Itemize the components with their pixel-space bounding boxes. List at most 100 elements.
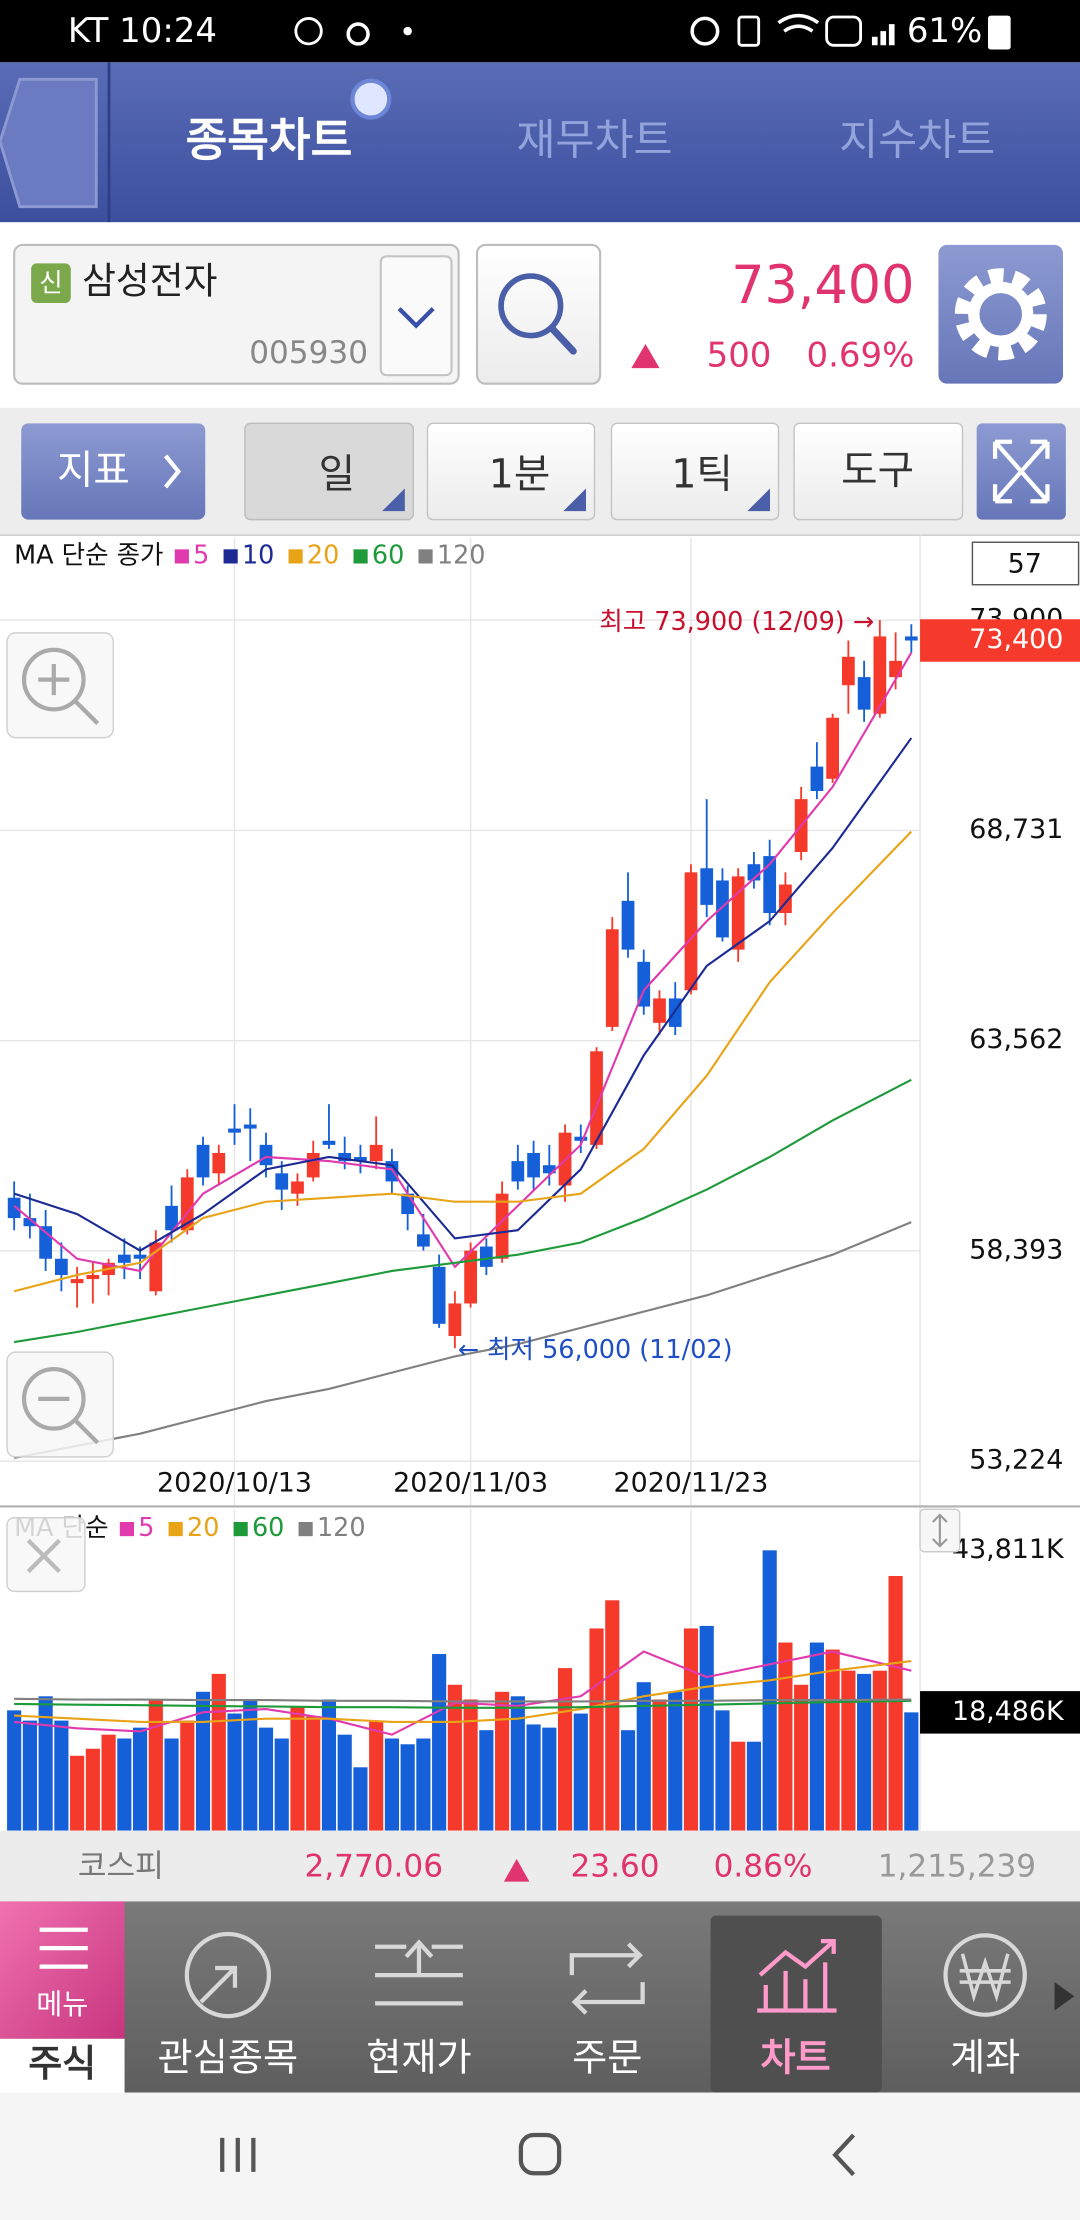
tab[interactable]: 재무차트 — [516, 116, 672, 165]
volume-bar — [227, 1713, 242, 1831]
x-tick-label: 2020/10/13 — [157, 1467, 312, 1498]
ma-line — [13, 737, 913, 1252]
candle-body — [70, 1279, 84, 1284]
legend-title: MA 단순 종가 — [14, 540, 163, 570]
volume-bar — [778, 1642, 793, 1831]
high-annotation: 최고 73,900 (12/09) → — [599, 607, 874, 637]
legend-swatch — [353, 549, 368, 564]
volume-bar — [888, 1575, 903, 1831]
candle-body — [55, 1258, 68, 1276]
zoom-icon — [38, 664, 100, 725]
candle-body — [904, 636, 918, 641]
status-icon — [403, 26, 412, 36]
last-value-box — [920, 619, 1080, 662]
stock-selector[interactable] — [13, 243, 460, 385]
nav-item[interactable]: 주문 — [572, 2037, 642, 2081]
tab-active[interactable]: 종목차트 — [186, 113, 353, 166]
nav-item[interactable]: 현재가 — [366, 2037, 471, 2081]
legend-label: 60 — [372, 540, 404, 570]
scroll-arrow[interactable] — [1054, 1982, 1075, 2011]
legend-label: 20 — [307, 540, 339, 570]
period-button[interactable] — [426, 422, 596, 521]
legend-label: 20 — [187, 1513, 219, 1543]
period-button[interactable] — [244, 422, 415, 521]
low-annotation: ← 최저 56,000 (11/02) — [458, 1335, 733, 1365]
period-button[interactable] — [610, 422, 780, 521]
candle-body — [889, 660, 902, 678]
home-button[interactable] — [518, 2132, 562, 2176]
candle-body — [243, 1124, 257, 1129]
nav-item-active[interactable]: 차트 — [760, 2037, 830, 2081]
index-value: 2,770.06 — [304, 1848, 443, 1884]
status-icon — [871, 24, 895, 46]
index-volume: 1,215,239 — [878, 1848, 1036, 1884]
up-arrow — [503, 1858, 530, 1882]
status-icon — [690, 16, 720, 46]
gear-icon — [968, 281, 1034, 347]
back-nav-button[interactable] — [832, 2133, 856, 2177]
volume-bar — [495, 1691, 510, 1831]
candle-body — [763, 856, 777, 914]
volume-bar — [841, 1670, 856, 1831]
dropdown-button[interactable] — [379, 255, 453, 377]
button-label: 1분 — [489, 452, 551, 498]
ma-line — [13, 830, 913, 1293]
volume-bar — [762, 1550, 777, 1831]
candle-body — [196, 1144, 210, 1178]
ma-line — [14, 1650, 912, 1736]
candle-body — [542, 1165, 556, 1174]
legend-swatch — [174, 549, 189, 564]
legend-label: 60 — [252, 1513, 284, 1543]
tab[interactable]: 지수차트 — [839, 116, 995, 165]
back-button[interactable] — [0, 77, 98, 209]
header — [0, 62, 1080, 223]
legend-label: 10 — [242, 540, 274, 570]
nav-item[interactable]: 계좌 — [950, 2037, 1020, 2081]
volume-bar — [306, 1716, 321, 1831]
legend-swatch — [298, 1522, 313, 1537]
stock-name: 삼성전자 — [82, 260, 217, 303]
status-bar — [0, 0, 1080, 63]
legend-label: 5 — [193, 540, 209, 570]
volume-bar — [809, 1642, 824, 1831]
candle-body — [857, 677, 871, 710]
indicator-button[interactable] — [21, 423, 206, 520]
stock-code: 005930 — [249, 335, 368, 371]
button-label: 도구 — [841, 447, 914, 493]
volume-bar — [85, 1748, 100, 1831]
candle-body — [338, 1152, 352, 1162]
legend-swatch — [233, 1522, 248, 1537]
x-tick-label: 2020/11/03 — [393, 1467, 548, 1498]
volume-bar — [101, 1734, 116, 1831]
chevron — [163, 454, 182, 489]
recent-apps-button[interactable] — [220, 2137, 256, 2172]
volume-bar — [872, 1670, 887, 1831]
volume-bar — [400, 1744, 415, 1831]
index-change-pct: 0.86% — [714, 1848, 813, 1884]
volume-bar — [180, 1720, 195, 1831]
divider — [107, 62, 111, 223]
candle-body — [306, 1152, 320, 1178]
plot: 2020/10/13 2020/11/03 2020/11/23 53,224 58,3… — [0, 538, 1080, 1831]
index-name: 코스피 — [78, 1848, 164, 1884]
settings-button[interactable] — [938, 244, 1064, 384]
candle-body — [527, 1152, 540, 1178]
candle-body — [275, 1173, 289, 1190]
tab-badge — [350, 78, 392, 120]
tool-button[interactable] — [793, 422, 964, 521]
menu-button[interactable] — [0, 1901, 125, 2039]
resize-icon — [932, 1513, 948, 1548]
search-button[interactable] — [475, 243, 602, 385]
nav-item[interactable]: 관심종목 — [158, 2037, 299, 2081]
last-value-label: 18,486K — [952, 1696, 1065, 1727]
nav-item[interactable]: 주식 — [28, 2042, 96, 2085]
volume-bar — [321, 1699, 337, 1831]
volume-bar — [353, 1767, 368, 1831]
button-label: 1틱 — [671, 452, 733, 498]
ma-line — [14, 1659, 912, 1723]
candle-body — [590, 1051, 603, 1145]
candle-body — [86, 1275, 100, 1280]
volume-bar — [825, 1649, 840, 1831]
